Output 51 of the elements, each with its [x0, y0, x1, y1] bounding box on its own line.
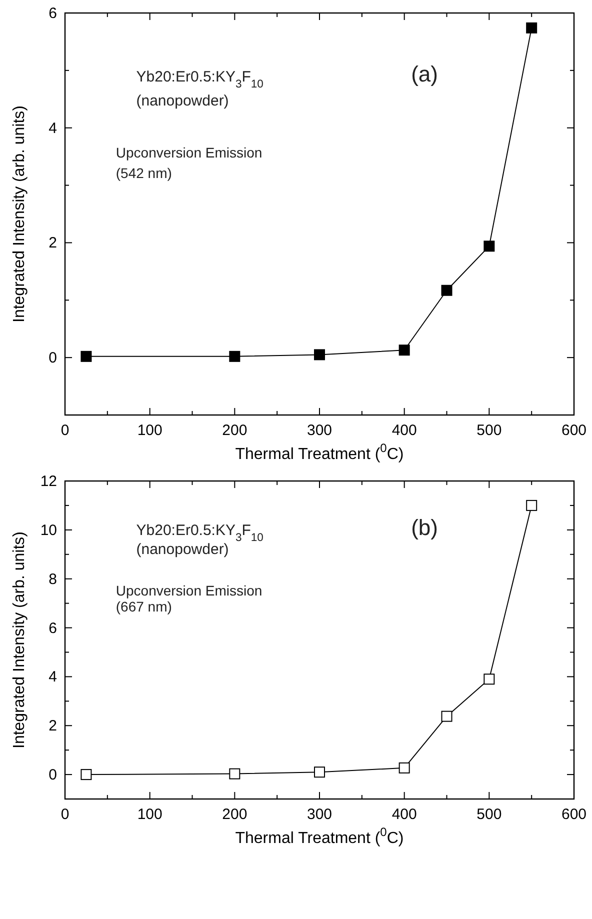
x-tick-label: 200	[222, 422, 248, 439]
annotation: (a)	[411, 61, 438, 86]
x-tick-label: 500	[476, 806, 502, 823]
annotation: (542 nm)	[116, 164, 172, 181]
x-tick-label: 200	[222, 806, 248, 823]
point	[398, 344, 410, 356]
y-axis-title: Integrated Intensity (arb. units)	[11, 106, 28, 322]
x-tick-label: 100	[137, 806, 162, 823]
x-tick-label: 0	[60, 422, 70, 439]
y-tick-label: 12	[40, 473, 57, 490]
x-tick-label: 100	[137, 422, 162, 439]
annotation: (nanopowder)	[136, 92, 229, 110]
y-tick-label: 6	[48, 5, 57, 22]
point	[229, 768, 240, 780]
x-tick-label: 300	[306, 422, 332, 439]
point	[229, 350, 240, 362]
x-tick-label: 400	[392, 422, 417, 439]
annotation: Upconversion Emission	[116, 582, 262, 598]
point	[526, 500, 538, 511]
y-tick-label: 0	[48, 766, 57, 784]
point	[314, 766, 325, 778]
point	[441, 284, 452, 296]
point	[80, 769, 92, 780]
annotation: (b)	[411, 515, 438, 540]
y-tick-label: 8	[48, 570, 57, 588]
annotation: (667 nm)	[116, 598, 172, 614]
annotation: Yb20:Er0.5:KY$_{3}$F$_{10}$	[136, 68, 264, 90]
x-tick-label: 600	[561, 422, 587, 439]
x-tick-label: 600	[561, 806, 587, 823]
point	[484, 674, 495, 685]
y-tick-label: 2	[48, 234, 57, 252]
x-axis-title: Thermal Treatment ($^{0}$C)	[235, 825, 404, 847]
point	[314, 349, 325, 360]
y-tick-label: 0	[48, 350, 57, 367]
y-tick-label: 6	[48, 620, 57, 637]
x-tick-label: 0	[60, 806, 70, 823]
y-tick-label: 4	[48, 668, 57, 686]
annotation: Upconversion Emission	[116, 144, 262, 161]
point	[80, 350, 92, 362]
y-tick-label: 10	[40, 522, 57, 539]
point	[526, 22, 538, 34]
x-tick-label: 500	[476, 422, 502, 439]
x-axis-title: Thermal Treatment ($^{0}$C)	[235, 441, 404, 463]
point	[484, 240, 495, 252]
y-tick-label: 2	[48, 718, 57, 735]
x-tick-label: 300	[306, 806, 332, 823]
point	[398, 762, 410, 774]
point	[441, 710, 452, 722]
y-axis-title: Integrated Intensity (arb. units)	[11, 532, 28, 748]
x-tick-label: 400	[392, 806, 417, 823]
y-tick-label: 4	[48, 120, 57, 137]
